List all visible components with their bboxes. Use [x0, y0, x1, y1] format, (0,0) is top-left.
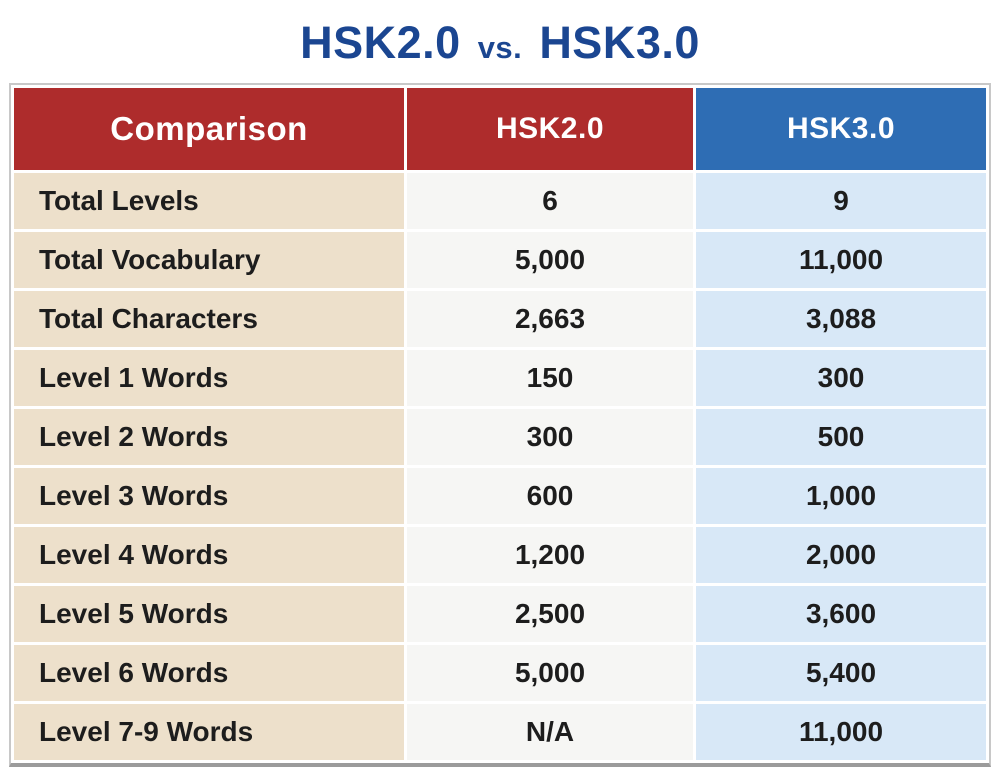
table-row: Total Levels 6 9 [14, 173, 986, 229]
table-row: Level 6 Words 5,000 5,400 [14, 645, 986, 701]
hsk3-value: 300 [696, 350, 986, 406]
hsk3-value: 3,088 [696, 291, 986, 347]
row-label: Level 1 Words [14, 350, 404, 406]
row-label: Total Characters [14, 291, 404, 347]
page-title: HSK2.0 vs. HSK3.0 [0, 0, 1000, 70]
table-row: Total Characters 2,663 3,088 [14, 291, 986, 347]
hsk3-value: 1,000 [696, 468, 986, 524]
hsk3-value: 11,000 [696, 704, 986, 760]
header-hsk2: HSK2.0 [407, 88, 693, 170]
row-label: Level 5 Words [14, 586, 404, 642]
title-hsk2: HSK2.0 [300, 17, 461, 68]
comparison-table: Comparison HSK2.0 HSK3.0 Total Levels 6 … [9, 83, 991, 767]
row-label: Level 3 Words [14, 468, 404, 524]
table-row: Level 4 Words 1,200 2,000 [14, 527, 986, 583]
table-row: Level 5 Words 2,500 3,600 [14, 586, 986, 642]
hsk2-value: 6 [407, 173, 693, 229]
table-row: Level 7-9 Words N/A 11,000 [14, 704, 986, 760]
table-row: Level 2 Words 300 500 [14, 409, 986, 465]
table-header-row: Comparison HSK2.0 HSK3.0 [14, 88, 986, 170]
table-row: Level 3 Words 600 1,000 [14, 468, 986, 524]
title-hsk3: HSK3.0 [539, 17, 700, 68]
hsk2-value: 150 [407, 350, 693, 406]
row-label: Total Levels [14, 173, 404, 229]
hsk2-value: 5,000 [407, 232, 693, 288]
hsk3-value: 5,400 [696, 645, 986, 701]
hsk2-value: N/A [407, 704, 693, 760]
hsk2-value: 600 [407, 468, 693, 524]
row-label: Level 4 Words [14, 527, 404, 583]
hsk2-value: 1,200 [407, 527, 693, 583]
hsk2-value: 300 [407, 409, 693, 465]
hsk3-value: 9 [696, 173, 986, 229]
hsk3-value: 500 [696, 409, 986, 465]
row-label: Total Vocabulary [14, 232, 404, 288]
row-label: Level 6 Words [14, 645, 404, 701]
hsk2-value: 2,500 [407, 586, 693, 642]
hsk2-value: 2,663 [407, 291, 693, 347]
hsk3-value: 3,600 [696, 586, 986, 642]
hsk3-value: 11,000 [696, 232, 986, 288]
table-row: Total Vocabulary 5,000 11,000 [14, 232, 986, 288]
hsk2-value: 5,000 [407, 645, 693, 701]
row-label: Level 2 Words [14, 409, 404, 465]
title-vs: vs. [477, 30, 523, 65]
row-label: Level 7-9 Words [14, 704, 404, 760]
hsk3-value: 2,000 [696, 527, 986, 583]
header-hsk3: HSK3.0 [696, 88, 986, 170]
table-row: Level 1 Words 150 300 [14, 350, 986, 406]
header-comparison: Comparison [14, 88, 404, 170]
